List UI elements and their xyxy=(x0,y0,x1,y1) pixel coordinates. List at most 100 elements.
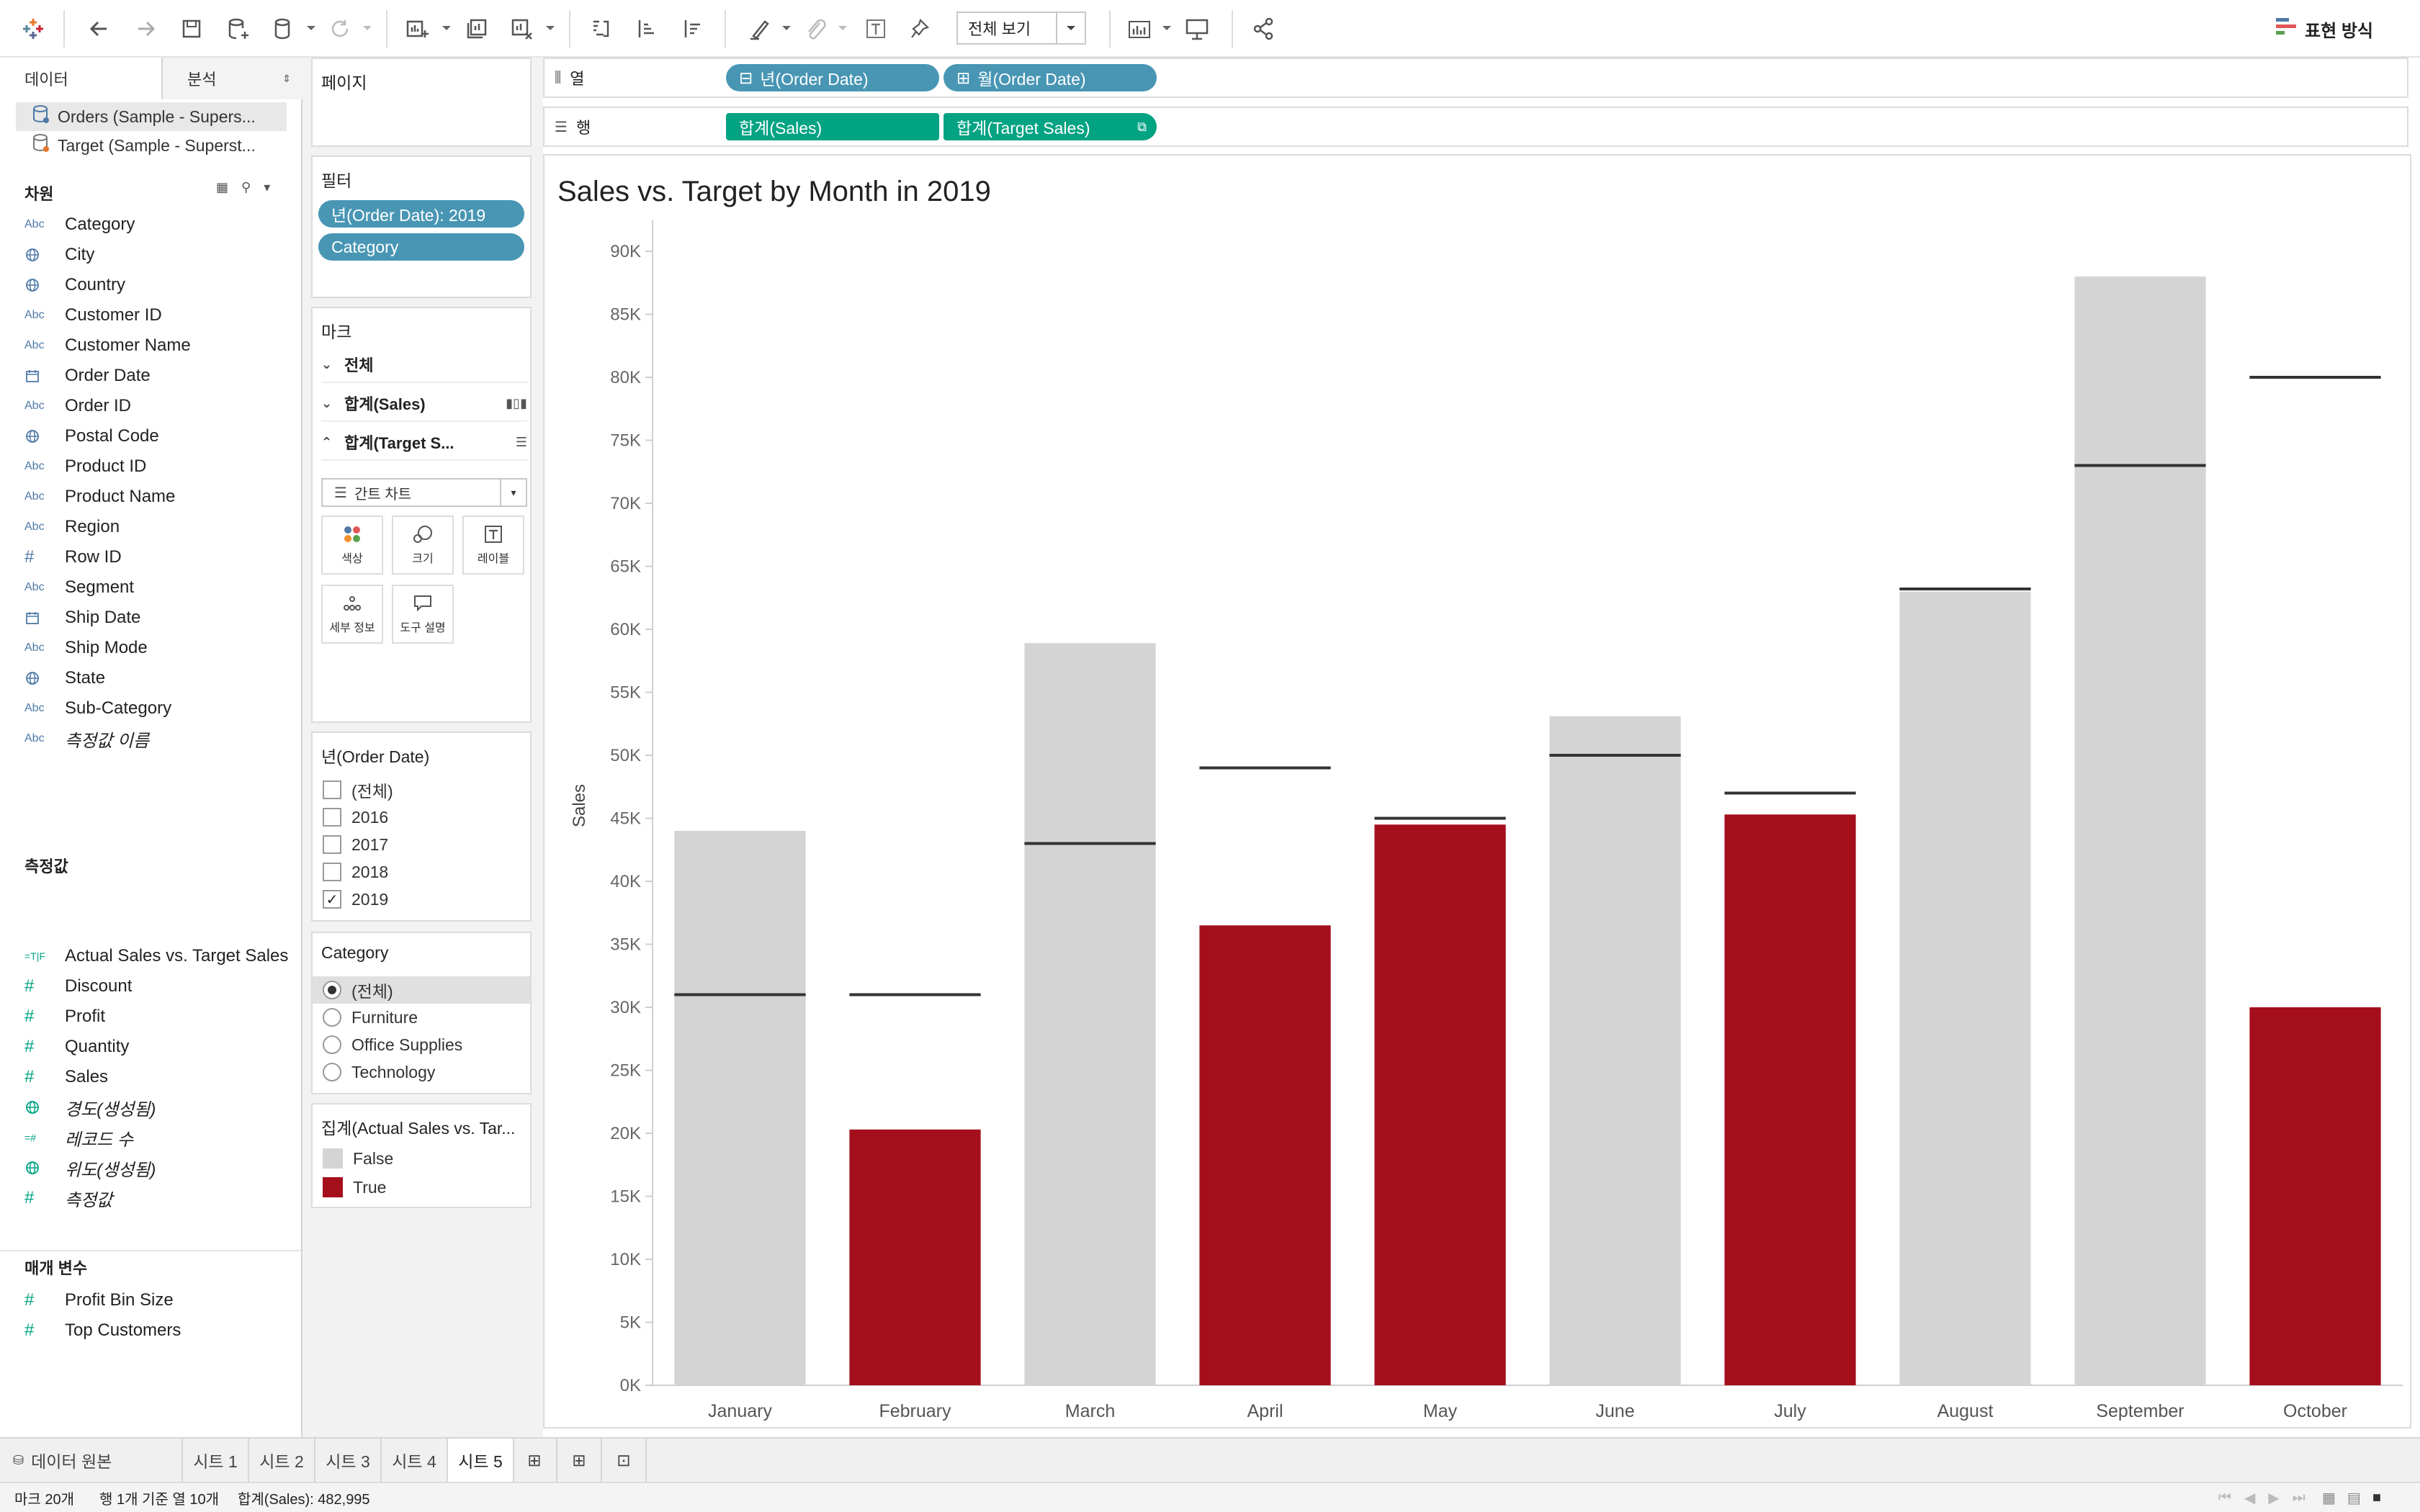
datasource-icon[interactable] xyxy=(264,10,301,48)
undo-icon[interactable] xyxy=(81,10,118,48)
field-product-id[interactable]: Abc Product ID xyxy=(24,452,146,481)
field-sub-category[interactable]: Abc Sub-Category xyxy=(24,694,171,723)
filters-card[interactable]: 필터 년(Order Date): 2019 Category xyxy=(311,156,532,298)
duplicate-icon[interactable] xyxy=(458,10,496,48)
field-item[interactable]: 위도(생성됨) xyxy=(24,1153,156,1182)
datasource-orders[interactable]: Orders (Sample - Supers... xyxy=(16,102,287,131)
field-segment[interactable]: Abc Segment xyxy=(24,573,134,602)
tableau-logo-icon[interactable] xyxy=(14,10,52,48)
datasource-dropdown-icon[interactable] xyxy=(305,17,317,39)
field-item[interactable]: # 측정값 xyxy=(24,1184,112,1212)
detail-button[interactable]: 세부 정보 xyxy=(321,585,383,644)
radio-button[interactable] xyxy=(323,1035,341,1054)
filmstrip-icon[interactable]: ▤ xyxy=(2347,1490,2361,1506)
field-state[interactable]: State xyxy=(24,664,105,693)
sales-vs-target-chart[interactable]: 0K 5K 10K 15K 20K 25K 30K 35K 40K 45K 50K 55K 60K 65K… xyxy=(544,156,2410,1427)
field-discount[interactable]: # Discount xyxy=(24,972,132,1001)
fit-icon[interactable] xyxy=(1121,10,1158,48)
new-datasource-icon[interactable] xyxy=(219,10,256,48)
tab-2-2[interactable]: 시트 2 xyxy=(249,1439,315,1482)
legend-item-false[interactable]: False xyxy=(323,1145,393,1172)
show-me-button[interactable]: 표현 방식 xyxy=(2276,13,2391,45)
pin-icon[interactable] xyxy=(902,10,939,48)
chart-view[interactable]: Sales vs. Target by Month in 2019 0K 5K 10… xyxy=(543,154,2411,1428)
radio-button[interactable] xyxy=(323,1008,341,1027)
field-actual-sales-vs-target-sales[interactable]: =T|F Actual Sales vs. Target Sales xyxy=(24,942,288,971)
swap-icon[interactable] xyxy=(582,10,619,48)
field-postal-code[interactable]: Postal Code xyxy=(24,422,159,451)
field-region[interactable]: Abc Region xyxy=(24,513,120,541)
field-product-name[interactable]: Abc Product Name xyxy=(24,482,175,511)
tab-data[interactable]: 데이터 xyxy=(0,58,161,99)
next-sheet-icon[interactable]: ▶ xyxy=(2268,1490,2280,1506)
mark-type-select[interactable]: ☰ 간트 차트 ▾ xyxy=(321,478,527,507)
filter-pill-year[interactable]: 년(Order Date): 2019 xyxy=(318,200,524,228)
year-option-2018[interactable]: 2018 xyxy=(323,858,388,886)
checkbox[interactable] xyxy=(323,863,341,881)
marks-row-target[interactable]: ⌃ 합계(Target S... ☰ xyxy=(321,425,527,461)
rows-shelf[interactable]: ☰ 행 합계(Sales) 합계(Target Sales) ⧉ xyxy=(543,107,2408,147)
new-sheet-icon[interactable]: ⊞ xyxy=(513,1439,557,1482)
save-icon[interactable] xyxy=(173,10,210,48)
presentation-icon[interactable] xyxy=(1178,10,1216,48)
filter-pill-category[interactable]: Category xyxy=(318,233,524,261)
category-option-office-supplies[interactable]: Office Supplies xyxy=(313,1031,530,1058)
highlight-icon[interactable] xyxy=(740,10,778,48)
tab-4-4[interactable]: 시트 4 xyxy=(382,1439,448,1482)
fit-dropdown-icon[interactable] xyxy=(1161,17,1173,39)
sheet-navigation[interactable]: ⏮ ◀ ▶ ⏭ xyxy=(2218,1483,2305,1512)
pages-card[interactable]: 페이지 xyxy=(311,58,532,147)
tooltip-button[interactable]: 도구 설명 xyxy=(392,585,454,644)
new-story-icon[interactable]: ⊡ xyxy=(602,1439,647,1482)
year-option-2017[interactable]: 2017 xyxy=(323,831,388,858)
columns-shelf[interactable]: ⫼ 열 ⊟ 년(Order Date) ⊞ 월(Order Date) xyxy=(543,58,2408,98)
field-item[interactable]: =# 레코드 수 xyxy=(24,1123,133,1152)
checkbox-checked[interactable]: ✓ xyxy=(323,890,341,909)
field-quantity[interactable]: # Quantity xyxy=(24,1032,129,1061)
new-worksheet-dropdown-icon[interactable] xyxy=(441,17,452,39)
year-option-item[interactable]: (전체) xyxy=(323,776,393,804)
category-option-furniture[interactable]: Furniture xyxy=(313,1004,530,1031)
sheet-sorter-icon[interactable]: ▦ xyxy=(2322,1490,2336,1506)
prev-sheet-icon[interactable]: ◀ xyxy=(2244,1490,2256,1506)
field-order-id[interactable]: Abc Order ID xyxy=(24,392,131,420)
field-profit-bin-size[interactable]: # Profit Bin Size xyxy=(24,1286,174,1315)
sort-ascending-icon[interactable] xyxy=(628,10,666,48)
field-customer-name[interactable]: Abc Customer Name xyxy=(24,331,191,360)
marks-row-sales[interactable]: ⌄ 합계(Sales) ▮▯▮ xyxy=(321,386,527,422)
last-sheet-icon[interactable]: ⏭ xyxy=(2292,1489,2305,1506)
tab-datasource[interactable]: ⛁ 데이터 원본 xyxy=(0,1439,183,1482)
tab-analysis[interactable]: 분석 ⇕ xyxy=(161,58,302,99)
checkbox[interactable] xyxy=(323,780,341,799)
tab-1-1[interactable]: 시트 1 xyxy=(183,1439,249,1482)
label-button[interactable]: 레이블 xyxy=(462,516,524,575)
fit-view-select[interactable]: 전체 보기 xyxy=(956,12,1086,45)
size-button[interactable]: 크기 xyxy=(392,516,454,575)
sort-descending-icon[interactable] xyxy=(674,10,712,48)
tab-5-5[interactable]: 시트 5 xyxy=(448,1439,514,1482)
color-button[interactable]: 색상 xyxy=(321,516,383,575)
list-view-icon[interactable]: ▦ xyxy=(216,180,229,194)
first-sheet-icon[interactable]: ⏮ xyxy=(2218,1489,2231,1506)
field-order-date[interactable]: Order Date xyxy=(24,361,151,390)
paperclip-icon[interactable] xyxy=(797,10,834,48)
row-pill-sales[interactable]: 합계(Sales) xyxy=(726,113,939,140)
field-item[interactable]: 경도(생성됨) xyxy=(24,1093,156,1122)
field-customer-id[interactable]: Abc Customer ID xyxy=(24,301,162,330)
text-format-icon[interactable] xyxy=(857,10,895,48)
highlight-dropdown-icon[interactable] xyxy=(781,17,792,39)
field-top-customers[interactable]: # Top Customers xyxy=(24,1316,181,1345)
radio-button[interactable] xyxy=(323,981,341,999)
tab-3-3[interactable]: 시트 3 xyxy=(315,1439,382,1482)
marks-row-all[interactable]: ⌄ 전체 xyxy=(321,347,527,383)
redo-icon[interactable] xyxy=(127,10,164,48)
search-icon[interactable]: ⚲ xyxy=(241,180,251,194)
field-city[interactable]: City xyxy=(24,240,94,269)
refresh-dropdown-icon[interactable] xyxy=(362,17,373,39)
field-row-id[interactable]: # Row ID xyxy=(24,543,122,572)
checkbox[interactable] xyxy=(323,808,341,827)
row-pill-target[interactable]: 합계(Target Sales) ⧉ xyxy=(944,113,1157,140)
category-option-item[interactable]: (전체) xyxy=(313,976,530,1004)
field-category[interactable]: Abc Category xyxy=(24,210,135,239)
legend-item-true[interactable]: True xyxy=(323,1174,386,1201)
